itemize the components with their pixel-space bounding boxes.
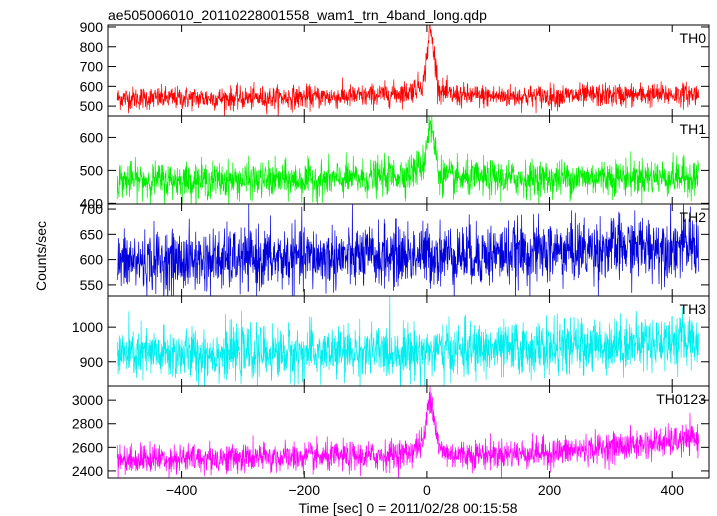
x-tick-label: −400	[166, 482, 198, 498]
y-tick-label: 400	[80, 195, 104, 211]
chart-title: ae505006010_20110228001558_wam1_trn_4ban…	[108, 7, 487, 23]
y-tick-label: 800	[80, 39, 104, 55]
x-tick-label: −200	[288, 482, 320, 498]
y-tick-label: 1000	[72, 319, 103, 335]
panel-th2: 550 600 650 700 TH2	[80, 201, 710, 297]
y-axis-title: Counts/sec	[33, 221, 49, 291]
y-tick-label: 600	[80, 252, 104, 268]
x-tick-label: 200	[538, 482, 562, 498]
panel-label-th3: TH3	[680, 301, 707, 317]
y-tick-label: 700	[80, 201, 104, 217]
panels-group: 500 600 700 800 900 TH0 400 500 600 TH1 550 600 650 7…	[72, 19, 710, 479]
y-tick-label: 2800	[72, 416, 103, 432]
y-tick-label: 3000	[72, 392, 103, 408]
series-line-th1	[116, 116, 699, 204]
panel-label-th0123: TH0123	[656, 391, 706, 407]
y-tick-label: 600	[80, 78, 104, 94]
y-tick-label: 650	[80, 226, 104, 242]
y-tick-label: 550	[80, 277, 104, 293]
x-tick-label: 400	[661, 482, 685, 498]
series-line-th2	[116, 204, 699, 296]
x-axis-title: Time [sec] 0 = 2011/02/28 00:15:58	[298, 500, 517, 516]
panel-label-th1: TH1	[680, 121, 707, 137]
series-line-th3	[116, 296, 699, 386]
y-tick-label: 900	[80, 354, 104, 370]
panel-label-th2: TH2	[680, 209, 707, 225]
y-tick-label: 500	[80, 98, 104, 114]
series-line-th0	[116, 25, 699, 116]
y-tick-label: 900	[80, 19, 104, 35]
y-tick-label: 500	[80, 162, 104, 178]
y-tick-label: 700	[80, 59, 104, 75]
y-tick-label: 600	[80, 129, 104, 145]
series-line-th0123	[116, 386, 699, 478]
panel-label-th0: TH0	[680, 30, 707, 46]
y-tick-label: 2400	[72, 463, 103, 479]
panel-th1: 400 500 600 TH1	[80, 115, 710, 211]
panel-frame	[107, 385, 710, 479]
panel-th0: 500 600 700 800 900 TH0	[80, 19, 710, 117]
x-tick-label: 0	[423, 482, 431, 498]
panel-th0123: 2400 2600 2800 3000 TH0123	[72, 385, 710, 479]
x-axis: −400 −200 0 200 400	[166, 482, 684, 498]
y-tick-label: 2600	[72, 439, 103, 455]
panel-th3: 900 1000 TH3	[72, 295, 710, 387]
